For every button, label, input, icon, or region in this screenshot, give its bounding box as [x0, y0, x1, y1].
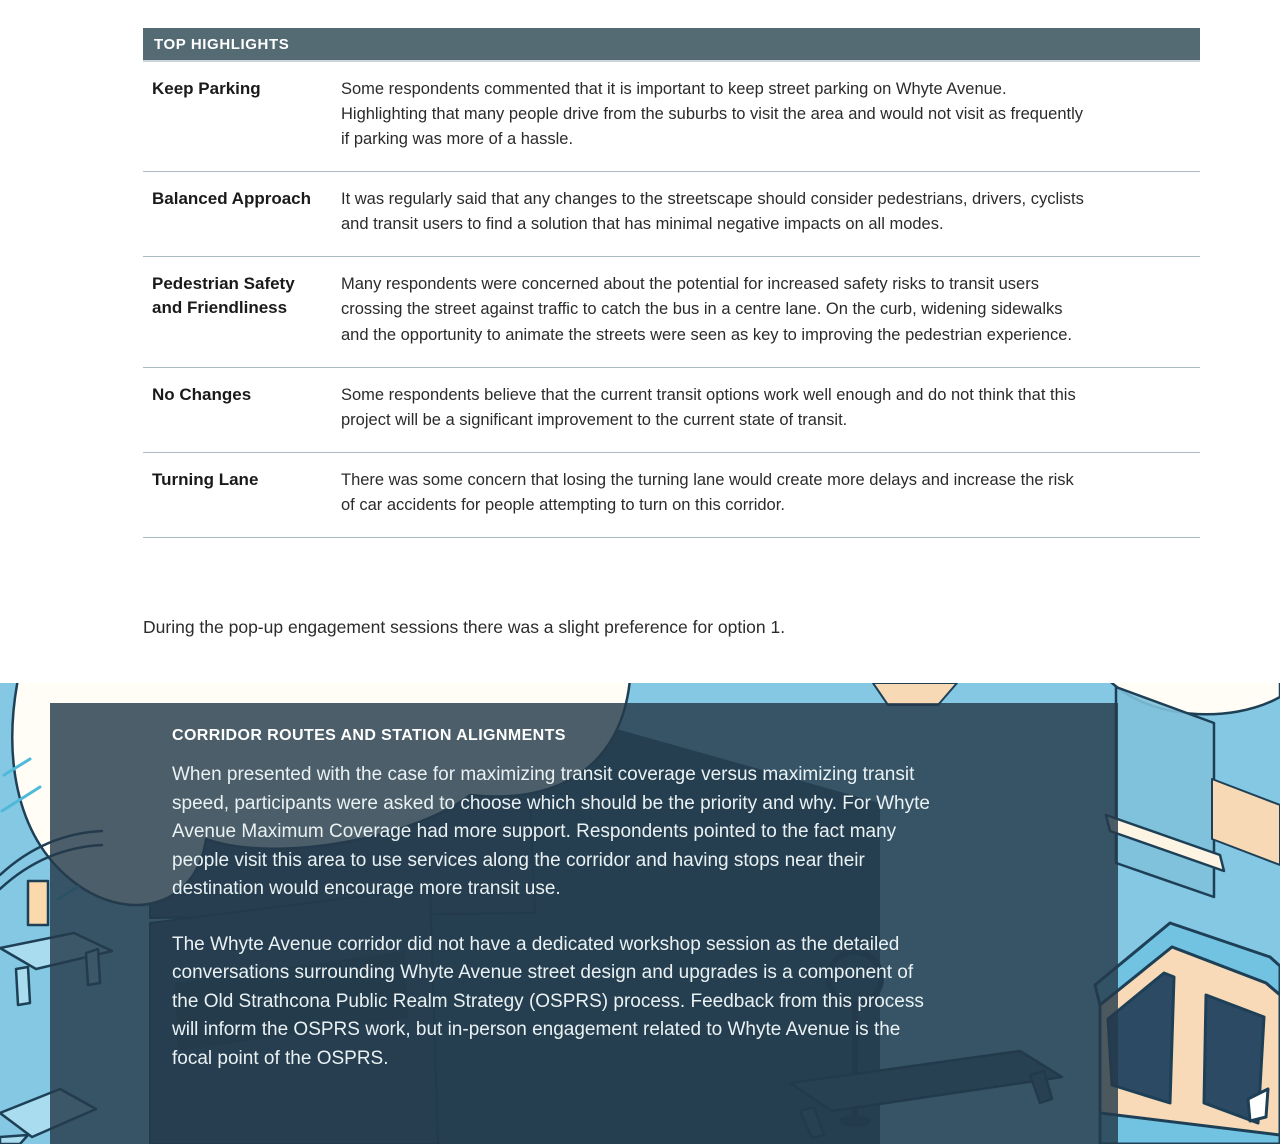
corridor-panel-paragraph: When presented with the case for maximiz…: [172, 764, 930, 899]
table-header-bar: TOP HIGHLIGHTS: [143, 28, 1200, 62]
street-illustration-section: CORRIDOR ROUTES AND STATION ALIGNMENTS W…: [0, 683, 1280, 1144]
corridor-panel-paragraph: The Whyte Avenue corridor did not have a…: [172, 933, 924, 1069]
row-label: Balanced Approach: [152, 189, 312, 209]
row-text: There was some concern that losing the t…: [341, 470, 1074, 514]
row-label: Keep Parking: [152, 79, 261, 98]
row-text: Some respondents believe that the curren…: [341, 385, 1076, 429]
bus-mirror: [1246, 1087, 1270, 1123]
table-row: No Changes Some respondents believe that…: [143, 368, 1200, 453]
table-title: TOP HIGHLIGHTS: [154, 35, 290, 53]
row-label: Pedestrian Safety and Friendliness: [152, 274, 295, 318]
table-row: Balanced Approach It was regularly said …: [143, 172, 1200, 258]
row-text: Some respondents commented that it is im…: [341, 80, 1083, 149]
row-label: Turning Lane: [152, 469, 259, 489]
cream-bus: [1093, 921, 1280, 1144]
bus-windshield: [1202, 993, 1266, 1125]
row-label: No Changes: [152, 384, 252, 404]
corridor-panel-heading: CORRIDOR ROUTES AND STATION ALIGNMENTS: [172, 727, 566, 744]
closing-note: During the pop-up engagement sessions th…: [143, 617, 786, 637]
table-row: Pedestrian Safety and Friendliness Many …: [143, 257, 1200, 368]
row-text: It was regularly said that any changes t…: [341, 190, 1084, 234]
glass-shelter-panel: [1114, 685, 1216, 899]
peach-road-band: [1211, 778, 1280, 866]
row-text: Many respondents were concerned about th…: [341, 275, 1073, 344]
top-highlights-table: TOP HIGHLIGHTS Keep Parking Some respond…: [143, 28, 1200, 538]
table-row: Keep Parking Some respondents commented …: [143, 62, 1200, 173]
table-row: Turning Lane There was some concern that…: [143, 453, 1200, 538]
corridor-panel: CORRIDOR ROUTES AND STATION ALIGNMENTS W…: [50, 703, 1118, 1144]
